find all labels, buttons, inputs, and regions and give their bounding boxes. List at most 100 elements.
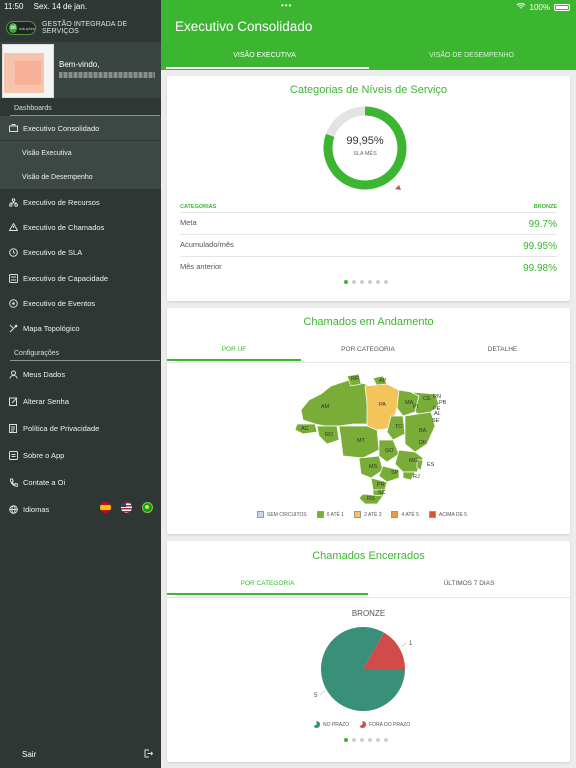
legend-item: 4 ATÉ 5 [391,511,419,518]
avatar [2,44,54,98]
tab-divider [167,597,570,598]
map-region-mg[interactable] [394,449,424,473]
pie-label-line [319,690,326,696]
state-label-ce: CE [423,396,431,402]
usa-flag-icon[interactable] [121,502,132,513]
edit-icon [8,396,18,406]
oi-logo: oi soluções [6,21,36,35]
state-label-se: SE [432,418,440,424]
sidebar-item-executivo-sla[interactable]: Executivo de SLA [0,240,161,264]
sla-gauge: 99,95% SLA MÊS [322,105,408,191]
map-region-rr[interactable] [346,374,362,387]
map-region-to[interactable] [386,415,406,441]
sidebar-item-executivo-consolidado[interactable]: Executivo Consolidado [0,116,161,140]
multitask-dots-icon[interactable]: ••• [281,1,293,10]
sidebar-item-executivo-chamados[interactable]: Executivo de Chamados [0,215,161,239]
gauge-value: 99,95% [346,135,384,147]
logout-button[interactable]: Sair [0,742,161,766]
tab-por-categoria[interactable]: POR CATEGORIA [167,573,368,595]
events-icon [8,298,18,308]
sidebar-item-executivo-recursos[interactable]: Executivo de Recursos [0,190,161,214]
state-label-ms: MS [369,464,378,470]
status-date: Sex. 14 de jan. [33,2,88,11]
pie-legend: NO PRAZO FORA DO PRAZO [313,721,410,728]
map-legend: SEM CIRCUITOS 0 ATÉ 1 2 ATÉ 3 4 ATÉ 5 AC… [257,511,467,518]
sidebar-item-sobre-app[interactable]: Sobre o App [0,443,161,467]
map-region-go[interactable] [378,439,400,463]
sidebar: 11:50 Sex. 14 de jan. oi soluções GESTÃO… [0,0,161,768]
spain-flag-icon[interactable] [100,502,111,513]
sidebar-item-alterar-senha[interactable]: Alterar Senha [0,389,161,413]
map-pin-icon [8,323,18,333]
state-label-ro: RO [325,432,334,438]
tab-por-uf[interactable]: POR UF [167,339,301,361]
pie-value-label: 1 [409,641,413,647]
state-label-sc: SC [378,490,386,496]
document-icon [8,423,18,433]
map-region-ac[interactable] [294,423,318,435]
state-label-to: TO [395,424,403,430]
user-name-blurred [59,72,155,78]
chamados-encerrados-title: Chamados Encerrados [312,550,425,562]
status-bar-left: 11:50 Sex. 14 de jan. [4,2,95,11]
sidebar-item-executivo-eventos[interactable]: Executivo de Eventos [0,291,161,315]
page-title: Executivo Consolidado [175,19,313,34]
sidebar-item-executivo-capacidade[interactable]: Executivo de Capacidade [0,266,161,290]
map-region-ro[interactable] [316,425,340,445]
sidebar-item-politica-privacidade[interactable]: Política de Privacidade [0,416,161,440]
map-region-ms[interactable] [358,455,384,479]
pie-value-label: 5 [314,693,318,699]
sla-row: Acumulado/mês 99.95% [180,234,557,256]
map-region-mt[interactable] [338,425,380,459]
tab-visao-executiva[interactable]: VISÃO EXECUTIVA [233,52,296,59]
map-region-ba[interactable] [404,411,436,453]
welcome-text: Bem-vindo, [59,60,100,69]
sla-row: Mês anterior 99.98% [180,256,557,278]
phone-icon [8,477,18,487]
state-label-rs: RS [367,496,375,502]
info-icon [8,450,18,460]
page-indicator[interactable] [344,280,388,284]
pie-chart: 15 [314,627,413,711]
logout-icon [144,749,154,760]
legend-item: NO PRAZO [313,721,349,728]
app-title: GESTÃO INTEGRADA DE SERVIÇOS [42,21,128,35]
state-label-pb: PB [439,400,447,406]
sidebar-item-contate-oi[interactable]: Contate a Oi [0,470,161,494]
state-label-rn: RN [433,394,441,400]
state-label-pi: PI [413,404,419,410]
sidebar-item-visao-desempenho[interactable]: Visão de Desempenho [0,165,161,189]
state-label-pa: PA [379,402,386,408]
map-region-sp[interactable] [378,465,400,483]
pie-slice-fora-do-prazo[interactable] [363,632,405,669]
legend-item: SEM CIRCUITOS [257,511,307,518]
state-label-es: ES [427,462,435,468]
state-label-pr: PR [377,482,385,488]
gauge-fill [323,106,407,190]
warning-icon [8,222,18,232]
language-flags [100,502,153,513]
state-label-sp: SP [391,470,399,476]
hierarchy-icon [8,197,18,207]
tab-ultimos-7-dias[interactable]: ÚLTIMOS 7 DIAS [443,580,495,587]
tab-detalhe[interactable]: DETALHE [487,346,518,353]
section-dashboards: Dashboards [14,105,52,112]
tab-por-categoria[interactable]: POR CATEGORIA [341,346,395,353]
map-region-rs[interactable] [358,493,384,504]
brazil-flag-icon[interactable] [142,502,153,513]
briefcase-icon [8,123,18,133]
page-indicator[interactable] [344,738,388,742]
map-region-es[interactable] [416,459,424,471]
sla-card-title: Categorias de Níveis de Serviço [289,84,448,96]
sidebar-item-visao-executiva[interactable]: Visão Executiva [0,141,161,165]
pie-slice-no-prazo[interactable] [321,627,405,711]
state-label-df: DF [419,440,427,446]
sidebar-item-meus-dados[interactable]: Meus Dados [0,362,161,386]
map-region-rj[interactable] [402,471,416,481]
wifi-icon [516,2,526,12]
sidebar-item-mapa-topologico[interactable]: Mapa Topológico [0,316,161,340]
tab-visao-desempenho[interactable]: VISÃO DE DESEMPENHO [429,52,514,59]
chamados-andamento-title: Chamados em Andamento [303,316,434,328]
sidebar-item-idiomas[interactable]: Idiomas [0,497,161,521]
